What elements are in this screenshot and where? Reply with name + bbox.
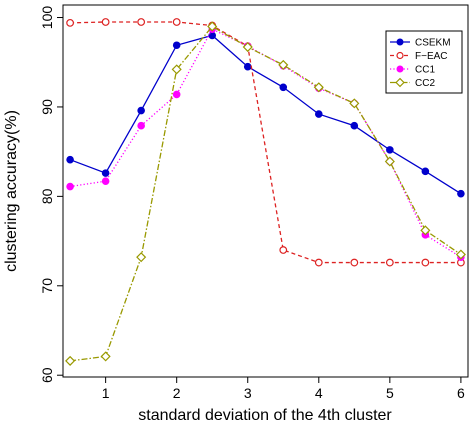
data-point-f-eac	[421, 258, 430, 267]
legend-entry-f-eac: F−EAC	[390, 51, 448, 62]
legend-marker	[396, 51, 404, 60]
y-axis-label: clustering accuracy(%)	[3, 110, 20, 272]
x-axis: 1 2 3 4 5 6	[102, 377, 465, 401]
x-tick-label: 3	[244, 385, 252, 401]
y-axis: 60 70 80 90 100	[39, 6, 63, 383]
legend-marker	[395, 77, 405, 88]
data-point-f-eac	[314, 258, 323, 267]
data-point-cc2	[313, 82, 324, 93]
data-point-f-eac	[137, 18, 146, 26]
legend-marker	[396, 38, 404, 46]
series-line-csekm	[69, 34, 462, 195]
data-point-csekm	[137, 106, 145, 115]
plot-frame	[62, 4, 469, 378]
legend-entry-cc1: CC1	[390, 65, 435, 76]
y-tick-label: 90	[39, 99, 55, 115]
data-point-csekm	[386, 146, 394, 154]
series-line-cc2	[70, 25, 462, 362]
data-point-f-eac	[350, 258, 359, 267]
data-point-cc1	[101, 177, 110, 185]
data-point-csekm	[172, 41, 181, 50]
y-tick-label: 60	[39, 367, 55, 383]
data-point-cc2	[278, 59, 289, 70]
data-point-cc2	[100, 351, 111, 362]
data-point-csekm	[421, 167, 430, 176]
legend-label: CC1	[415, 65, 435, 76]
y-tick-label: 70	[39, 278, 55, 294]
legend-label: F−EAC	[415, 51, 448, 62]
data-point-csekm	[66, 155, 74, 164]
series-csekm	[66, 31, 465, 198]
data-point-cc2	[420, 225, 431, 236]
legend-label: CSEKM	[415, 38, 451, 49]
legend-marker	[396, 65, 404, 73]
data-point-cc1	[172, 90, 181, 99]
x-axis-label: standard deviation of the 4th cluster	[138, 407, 392, 424]
data-point-cc2	[207, 21, 218, 32]
data-point-f-eac	[66, 18, 75, 27]
legend-entry-csekm: CSEKM	[390, 38, 451, 49]
x-tick-label: 4	[315, 385, 323, 401]
data-point-f-eac	[279, 246, 288, 254]
data-point-cc2	[455, 249, 466, 260]
data-point-f-eac	[385, 258, 394, 267]
data-point-csekm	[457, 189, 465, 198]
x-tick-label: 1	[102, 385, 110, 401]
data-point-f-eac	[172, 18, 181, 26]
data-point-csekm	[101, 169, 110, 177]
x-tick-label: 2	[173, 385, 181, 401]
data-point-cc2	[136, 252, 147, 263]
data-point-f-eac	[101, 18, 110, 26]
data-point-csekm	[279, 83, 288, 92]
data-point-csekm	[208, 31, 217, 40]
data-point-cc2	[349, 98, 360, 109]
legend-label: CC2	[415, 78, 435, 89]
series-layer	[65, 18, 466, 366]
series-cc2	[65, 21, 466, 366]
data-point-csekm	[314, 110, 323, 118]
series-line-f-eac	[70, 21, 461, 264]
data-point-cc2	[65, 355, 76, 366]
series-f-eac	[66, 18, 465, 267]
y-tick-label: 80	[39, 188, 55, 204]
x-tick-label: 5	[386, 385, 394, 401]
data-point-csekm	[350, 121, 359, 130]
data-point-csekm	[243, 62, 252, 71]
legend-entry-cc2: CC2	[390, 77, 435, 89]
data-point-cc1	[66, 182, 74, 191]
y-tick-label: 100	[39, 6, 55, 30]
data-point-cc1	[137, 121, 145, 130]
data-point-cc2	[242, 41, 253, 53]
data-point-cc2	[171, 64, 182, 75]
data-point-cc2	[384, 156, 395, 167]
x-tick-label: 6	[457, 385, 465, 401]
legend: CSEKM F−EAC CC1 CC2	[385, 30, 463, 94]
